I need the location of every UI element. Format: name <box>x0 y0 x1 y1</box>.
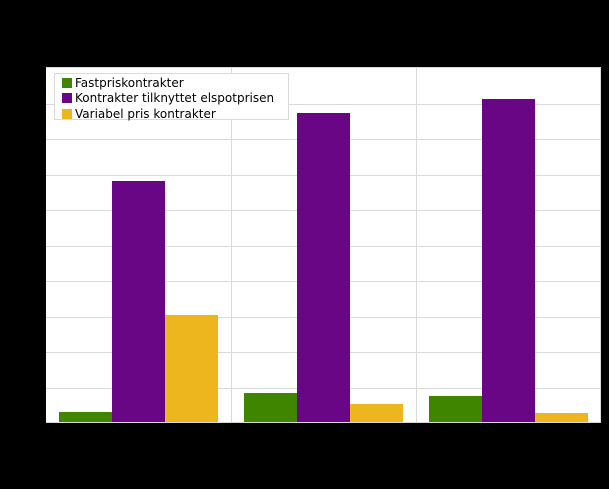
legend-label-elspot: Kontrakter tilknyttet elspotprisen <box>75 91 275 106</box>
legend-item-elspot: Kontrakter tilknyttet elspotprisen <box>62 91 288 107</box>
category-separator <box>416 68 417 422</box>
legend-swatch-elspot <box>62 93 72 104</box>
y-gridline <box>46 103 600 105</box>
legend-swatch-variabel <box>62 108 72 119</box>
legend-label-variabel: Variabel pris kontrakter <box>75 106 216 121</box>
category-separator <box>231 68 232 422</box>
legend-item-variabel: Variabel pris kontrakter <box>62 106 288 122</box>
bar <box>535 413 589 422</box>
legend: Fastpriskontrakter Kontrakter tilknyttet… <box>54 73 289 122</box>
bar <box>58 412 112 422</box>
bar <box>111 181 166 422</box>
bar <box>481 98 536 422</box>
bar <box>243 392 297 422</box>
bar <box>165 314 219 422</box>
bar <box>296 112 351 422</box>
legend-item-fastpris: Fastpriskontrakter <box>62 75 288 91</box>
bar <box>428 396 482 422</box>
x-axis-baseline <box>46 422 601 423</box>
legend-swatch-fastpris <box>62 77 72 88</box>
legend-label-fastpris: Fastpriskontrakter <box>75 75 184 90</box>
bar <box>350 404 404 422</box>
